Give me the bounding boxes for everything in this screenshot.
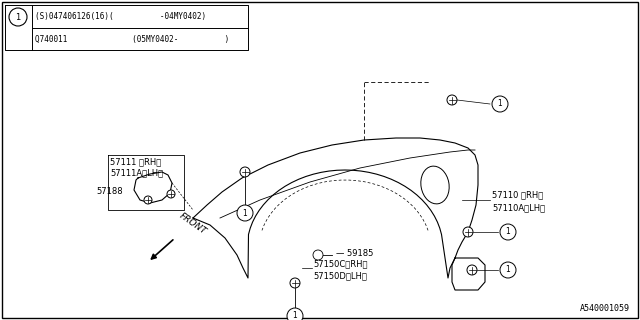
Text: (S)047406126(16)(          -04MY0402): (S)047406126(16)( -04MY0402) xyxy=(35,12,206,21)
Text: A540001059: A540001059 xyxy=(580,304,630,313)
Ellipse shape xyxy=(421,166,449,204)
Circle shape xyxy=(240,167,250,177)
Circle shape xyxy=(492,96,508,112)
Text: 1: 1 xyxy=(292,311,298,320)
Text: 1: 1 xyxy=(243,209,248,218)
Text: 57188: 57188 xyxy=(96,188,123,196)
Circle shape xyxy=(313,250,323,260)
Polygon shape xyxy=(452,258,485,290)
Text: FRONT: FRONT xyxy=(178,211,209,236)
Circle shape xyxy=(144,196,152,204)
Circle shape xyxy=(167,190,175,198)
Circle shape xyxy=(9,8,27,26)
Text: 57110A〈LH〉: 57110A〈LH〉 xyxy=(492,204,545,212)
Text: 1: 1 xyxy=(506,266,510,275)
Circle shape xyxy=(500,224,516,240)
Polygon shape xyxy=(193,138,478,278)
Text: 1: 1 xyxy=(15,12,20,21)
Text: 1: 1 xyxy=(506,228,510,236)
Text: 57150D〈LH〉: 57150D〈LH〉 xyxy=(313,271,367,281)
Text: 1: 1 xyxy=(498,100,502,108)
Circle shape xyxy=(500,262,516,278)
Text: 57110 〈RH〉: 57110 〈RH〉 xyxy=(492,190,543,199)
Circle shape xyxy=(447,95,457,105)
Text: 57111 〈RH〉: 57111 〈RH〉 xyxy=(110,157,161,166)
Circle shape xyxy=(290,278,300,288)
Circle shape xyxy=(237,205,253,221)
Text: Q740011              (05MY0402-          ): Q740011 (05MY0402- ) xyxy=(35,35,229,44)
Text: 57150C〈RH〉: 57150C〈RH〉 xyxy=(313,260,367,268)
Circle shape xyxy=(463,227,473,237)
Circle shape xyxy=(287,308,303,320)
Text: — 59185: — 59185 xyxy=(336,249,373,258)
Text: 57111A〈LH〉: 57111A〈LH〉 xyxy=(110,169,163,178)
Circle shape xyxy=(467,265,477,275)
